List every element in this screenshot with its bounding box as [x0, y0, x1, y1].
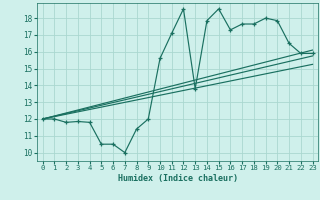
X-axis label: Humidex (Indice chaleur): Humidex (Indice chaleur): [118, 174, 237, 183]
